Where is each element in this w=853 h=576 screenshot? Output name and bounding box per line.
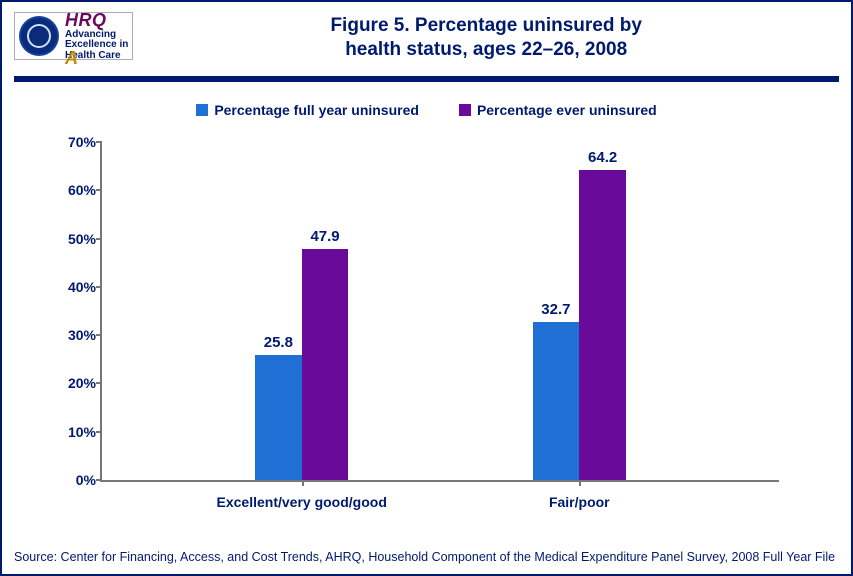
y-axis-tick-label: 70% — [48, 134, 96, 150]
y-axis-tick-mark — [96, 189, 102, 191]
x-axis-tick-mark — [302, 480, 304, 486]
bar: 25.8 — [255, 355, 302, 480]
legend-item-full-year: Percentage full year uninsured — [196, 102, 419, 118]
legend: Percentage full year uninsured Percentag… — [14, 102, 839, 118]
y-axis-tick-label: 0% — [48, 472, 96, 488]
bar-value-label: 32.7 — [541, 301, 570, 318]
figure-title: Figure 5. Percentage uninsured by health… — [133, 12, 839, 62]
y-axis-tick-mark — [96, 479, 102, 481]
legend-label-ever: Percentage ever uninsured — [477, 102, 657, 118]
y-axis-tick-mark — [96, 141, 102, 143]
bar-value-label: 64.2 — [588, 149, 617, 166]
y-axis-tick-label: 60% — [48, 182, 96, 198]
ahrq-branding: AAHRQHRQ Advancing Excellence in Health … — [61, 11, 128, 61]
legend-label-full-year: Percentage full year uninsured — [214, 102, 419, 118]
y-axis-tick-label: 30% — [48, 327, 96, 343]
chart: Percentage full year uninsured Percentag… — [14, 94, 839, 536]
bar: 64.2 — [579, 170, 626, 480]
ahrq-wordmark: AAHRQHRQ — [65, 11, 128, 30]
y-axis-tick-label: 10% — [48, 424, 96, 440]
y-axis-tick-label: 50% — [48, 231, 96, 247]
legend-swatch-full-year — [196, 104, 208, 116]
figure-frame: AAHRQHRQ Advancing Excellence in Health … — [0, 0, 853, 576]
source-note: Source: Center for Financing, Access, an… — [14, 550, 839, 564]
x-axis-category-label: Excellent/very good/good — [217, 494, 387, 510]
y-axis-tick-mark — [96, 238, 102, 240]
bar-value-label: 47.9 — [310, 228, 339, 245]
bar-value-label: 25.8 — [264, 334, 293, 351]
y-axis-tick-label: 40% — [48, 279, 96, 295]
legend-swatch-ever — [459, 104, 471, 116]
figure-title-line1: Figure 5. Percentage uninsured by — [133, 14, 839, 38]
header: AAHRQHRQ Advancing Excellence in Health … — [2, 2, 851, 68]
y-axis-tick-label: 20% — [48, 375, 96, 391]
y-axis-tick-mark — [96, 431, 102, 433]
bar: 47.9 — [302, 249, 349, 480]
header-rule — [14, 76, 839, 82]
bar: 32.7 — [533, 322, 580, 480]
y-axis-tick-mark — [96, 334, 102, 336]
agency-logo-block: AAHRQHRQ Advancing Excellence in Health … — [14, 12, 133, 60]
hhs-seal-icon — [19, 16, 59, 56]
x-axis-category-label: Fair/poor — [549, 494, 610, 510]
figure-title-line2: health status, ages 22–26, 2008 — [133, 38, 839, 62]
legend-item-ever: Percentage ever uninsured — [459, 102, 657, 118]
x-axis-tick-mark — [579, 480, 581, 486]
y-axis-tick-mark — [96, 382, 102, 384]
plot-area: 0%10%20%30%40%50%60%70%Excellent/very go… — [100, 142, 779, 482]
y-axis-tick-mark — [96, 286, 102, 288]
